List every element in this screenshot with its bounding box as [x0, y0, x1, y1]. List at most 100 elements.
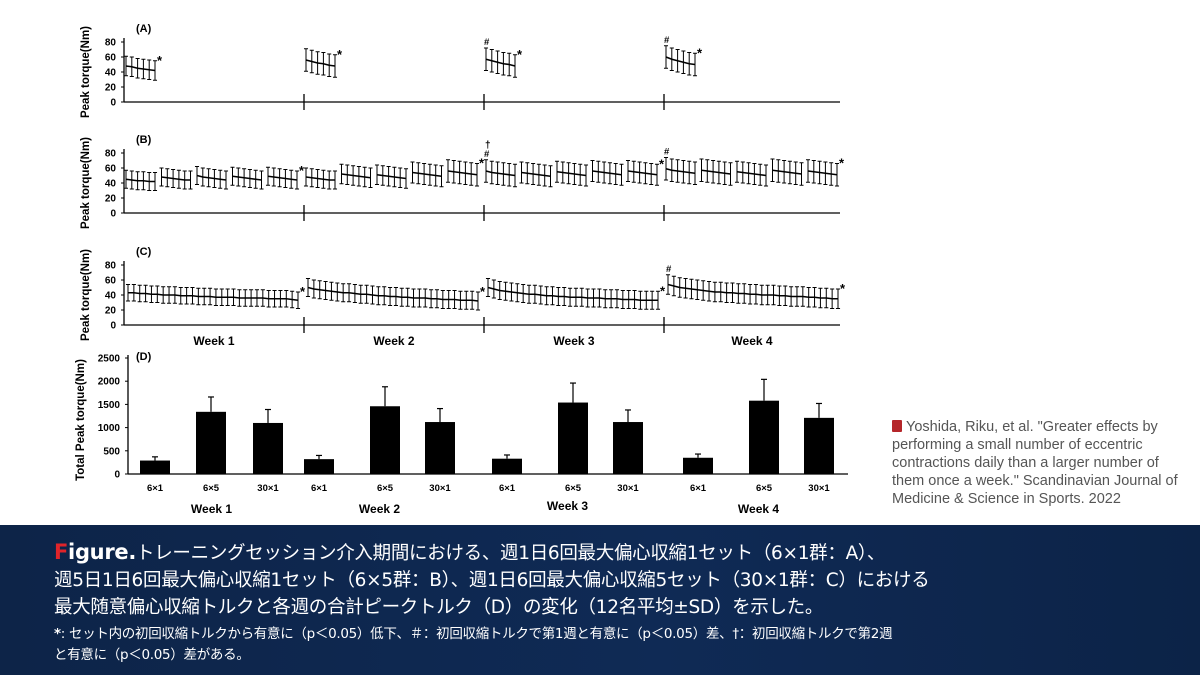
group-label: 6×1 — [499, 483, 516, 494]
caption-note: *: セット内の初回収縮トルクから有意に（p＜0.05）低下、＃：初回収縮トルク… — [54, 624, 1146, 666]
data-line — [627, 170, 658, 176]
bar — [370, 406, 400, 474]
significance-mark: * — [157, 53, 163, 68]
significance-mark: * — [480, 284, 486, 299]
bar — [804, 417, 834, 474]
caption-note-line-1: *: セット内の初回収縮トルクから有意に（p＜0.05）低下、＃：初回収縮トルク… — [54, 626, 893, 642]
y-tick-label: 60 — [105, 276, 117, 287]
citation-text: Yoshida, Riku, et al. "Greater effects b… — [892, 419, 1178, 507]
week1-difference-mark: # — [484, 149, 490, 160]
week1-difference-mark: # — [664, 147, 670, 158]
group-label: 30×1 — [257, 483, 279, 494]
week-label: Week 3 — [553, 334, 594, 348]
y-tick-label: 60 — [105, 53, 117, 64]
panel-label: (C) — [136, 246, 152, 258]
y-tick-label: 80 — [105, 149, 117, 160]
y-tick-label: 1500 — [98, 400, 121, 411]
data-line — [125, 65, 156, 72]
data-line — [125, 178, 155, 183]
significance-mark: * — [659, 156, 665, 171]
y-tick-label: 60 — [105, 164, 117, 175]
group-label: 6×5 — [565, 483, 582, 494]
y-axis-label: Peak torque(Nm) — [80, 249, 92, 341]
y-tick-label: 20 — [105, 83, 117, 94]
data-line — [232, 175, 262, 181]
significance-mark: * — [337, 47, 343, 62]
panel-label: (A) — [136, 23, 152, 35]
data-line — [487, 286, 658, 302]
panel-label: (D) — [136, 351, 152, 363]
y-tick-label: 40 — [105, 291, 117, 302]
caption-figure-label: Figure. — [54, 540, 137, 564]
y-axis-label: Peak torque(Nm) — [80, 137, 92, 229]
book-icon — [892, 420, 902, 432]
bar — [492, 458, 522, 474]
data-line — [267, 175, 298, 181]
group-label: 6×1 — [147, 483, 164, 494]
data-line — [701, 169, 731, 175]
caption-line-3: 最大随意偏心収縮トルクと各週の合計ピークトルク（D）の変化（12名平均±SD）を… — [54, 597, 824, 618]
bar — [425, 422, 455, 474]
data-line — [667, 283, 838, 300]
significance-mark: * — [517, 47, 523, 62]
data-line — [556, 170, 587, 177]
week-label: Week 4 — [738, 502, 779, 516]
y-tick-label: 1000 — [98, 423, 121, 434]
bar — [304, 459, 334, 474]
caption-line-2: 週5日1日6回最大偏心収縮1セット（6×5群：B）、週1日6回最大偏心収縮5セッ… — [54, 570, 930, 591]
week1-difference-mark: # — [666, 264, 672, 275]
bar — [613, 422, 643, 474]
y-tick-label: 500 — [103, 446, 120, 457]
data-line — [128, 291, 299, 302]
group-label: 6×5 — [203, 483, 220, 494]
data-line — [807, 170, 838, 176]
data-line — [485, 170, 516, 177]
week-label: Week 1 — [191, 502, 232, 516]
y-tick-label: 2500 — [98, 354, 121, 365]
group-label: 30×1 — [617, 483, 639, 494]
significance-mark: * — [697, 45, 703, 60]
bar — [683, 457, 713, 474]
week1-difference-mark: # — [484, 37, 490, 48]
bar — [749, 400, 779, 474]
data-line — [161, 176, 191, 181]
data-line — [772, 169, 802, 175]
group-label: 6×5 — [377, 483, 394, 494]
data-line — [305, 59, 336, 67]
data-line — [412, 171, 442, 178]
group-label: 30×1 — [808, 483, 830, 494]
y-tick-label: 0 — [110, 209, 116, 220]
week-label: Week 2 — [373, 334, 414, 348]
group-label: 6×5 — [756, 483, 773, 494]
data-line — [376, 173, 407, 180]
data-line — [736, 170, 767, 177]
data-line — [447, 170, 478, 176]
group-label: 6×1 — [311, 483, 328, 494]
citation: Yoshida, Riku, et al. "Greater effects b… — [892, 418, 1182, 508]
panel-d: 0 500 1000 1500 2000 2500 Total Peak torque(Nm… — [75, 351, 848, 516]
data-line — [665, 167, 696, 175]
caption-line-1: Figure.トレーニングセッション介入期間における、週1日6回最大偏心収縮1セ… — [54, 540, 886, 564]
y-tick-label: 80 — [105, 261, 117, 272]
data-line — [592, 170, 622, 176]
week1-difference-mark: # — [664, 35, 670, 46]
caption-note-line-2: と有意に（p＜0.05）差がある。 — [54, 647, 250, 663]
data-line — [307, 286, 479, 302]
data-line — [521, 171, 551, 178]
data-line — [665, 56, 696, 66]
week2-difference-mark: † — [485, 140, 491, 151]
bar — [196, 411, 226, 474]
y-tick-label: 40 — [105, 68, 117, 79]
significance-mark: * — [299, 163, 305, 178]
group-label: 6×1 — [690, 483, 707, 494]
panel-a: 0 20 40 60 80 Peak torque(Nm) (A) * * * # * # — [80, 23, 840, 118]
group-label: 30×1 — [429, 483, 451, 494]
y-tick-label: 2000 — [98, 377, 121, 388]
week-label: Week 3 — [547, 499, 588, 513]
week-label: Week 1 — [193, 334, 234, 348]
y-tick-label: 40 — [105, 179, 117, 190]
data-line — [305, 176, 335, 181]
y-axis-label: Peak torque(Nm) — [80, 26, 92, 118]
